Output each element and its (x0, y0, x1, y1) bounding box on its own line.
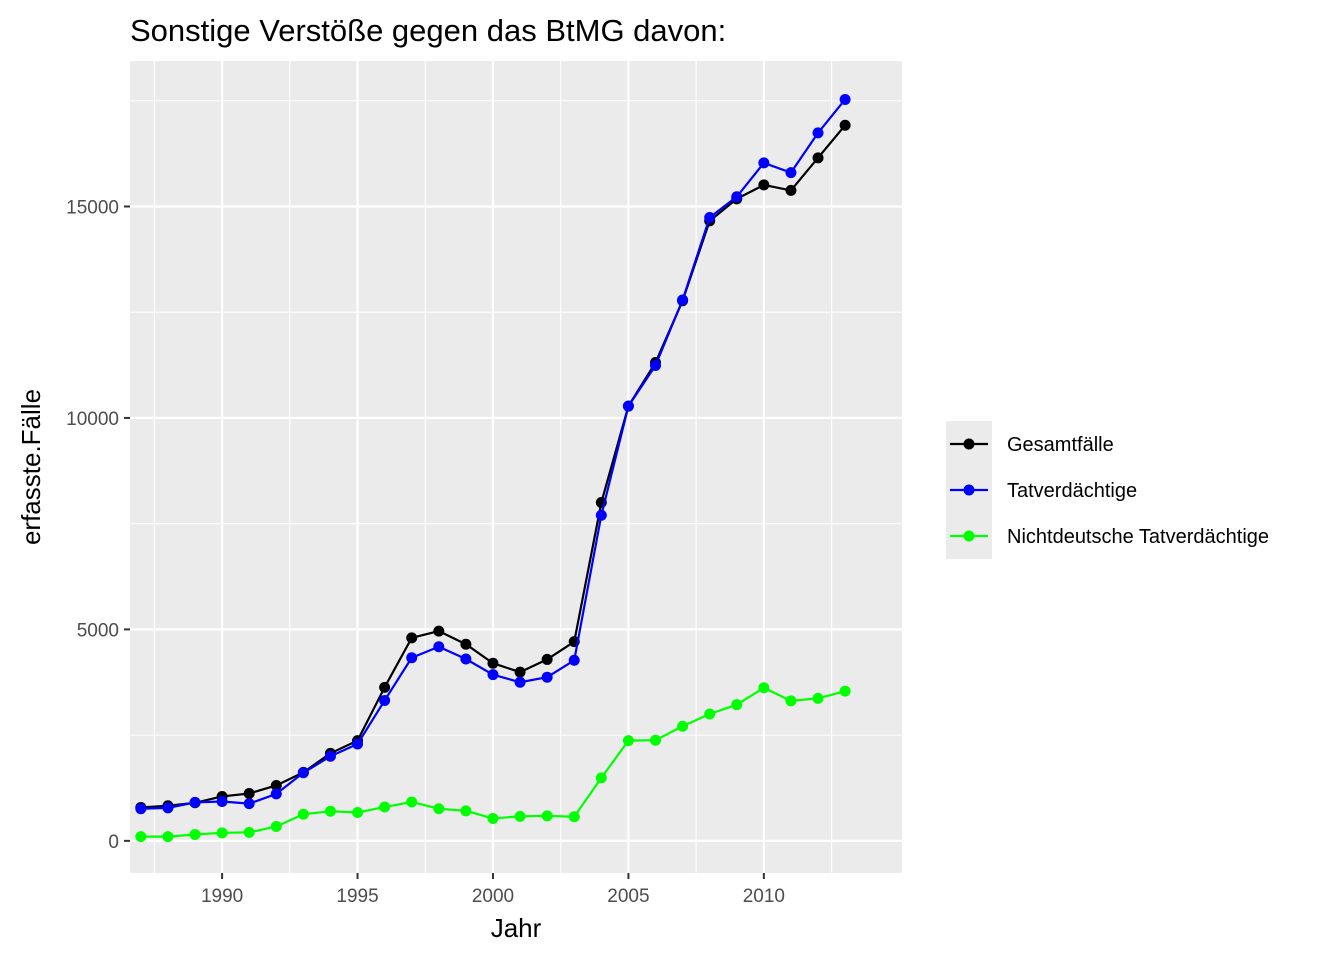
data-point (839, 93, 851, 105)
data-point (379, 694, 391, 706)
data-point (731, 699, 743, 711)
x-tick-label: 2010 (743, 886, 785, 907)
data-point (189, 796, 201, 808)
legend: Gesamtfälle Tatverdächtige Nichtdeutsche T… (946, 421, 1269, 559)
data-point (135, 803, 147, 815)
data-point (704, 211, 716, 223)
data-point (270, 779, 282, 791)
y-tick-label: 0 (108, 832, 119, 853)
y-tick-label: 15000 (66, 197, 119, 218)
data-point (541, 671, 553, 683)
x-axis-title: Jahr (491, 913, 542, 943)
data-point (758, 682, 770, 694)
data-point (568, 654, 580, 666)
data-point (785, 184, 797, 196)
data-point (812, 692, 824, 704)
data-point (514, 666, 526, 678)
data-point (189, 829, 201, 841)
data-point (162, 802, 174, 814)
data-point (433, 625, 445, 637)
data-point (595, 772, 607, 784)
data-point (514, 810, 526, 822)
legend-entry: Nichtdeutsche Tatverdächtige (1007, 526, 1269, 548)
data-point (433, 803, 445, 815)
data-point (162, 831, 174, 843)
legend-entry: Gesamtfälle (1007, 434, 1114, 456)
data-point (704, 708, 716, 720)
data-point (379, 681, 391, 693)
data-point (352, 807, 364, 819)
data-point (460, 638, 472, 650)
data-point (541, 810, 553, 822)
data-point (352, 738, 364, 750)
data-point (324, 805, 336, 817)
data-point (243, 787, 255, 799)
series-layer (135, 93, 851, 843)
data-point (758, 179, 770, 191)
legend-key (950, 530, 988, 542)
data-point (677, 720, 689, 732)
plot-panel (130, 61, 902, 873)
data-point (270, 820, 282, 832)
data-point (812, 152, 824, 164)
legend-key-point (963, 438, 975, 450)
y-axis-title: erfasste.Fälle (16, 389, 46, 545)
data-point (731, 191, 743, 203)
data-point (514, 676, 526, 688)
data-point (541, 653, 553, 665)
y-tick-label: 5000 (77, 620, 119, 641)
data-point (650, 734, 662, 746)
legend-key (950, 484, 988, 496)
data-point (379, 801, 391, 813)
data-point (487, 657, 499, 669)
data-point (487, 669, 499, 681)
data-point (487, 812, 499, 824)
data-point (216, 827, 228, 839)
series-3 (135, 682, 851, 843)
legend-key-point (963, 530, 975, 542)
data-point (839, 119, 851, 131)
data-point (460, 805, 472, 817)
data-point (785, 695, 797, 707)
data-point (406, 796, 418, 808)
x-tick-label: 1995 (336, 886, 378, 907)
axes: 1990 1995 2000 2005 2010 0 5000 10000 15000 (66, 197, 785, 907)
legend-entry: Tatverdächtige (1007, 480, 1137, 502)
data-point (243, 798, 255, 810)
data-point (650, 360, 662, 371)
data-point (812, 127, 824, 139)
data-point (406, 632, 418, 644)
data-point (297, 767, 309, 779)
data-point (785, 167, 797, 179)
data-point (622, 400, 634, 412)
data-point (324, 750, 336, 762)
x-tick-label: 2000 (472, 886, 514, 907)
legend-key (950, 438, 988, 450)
data-point (216, 796, 228, 808)
data-point (270, 788, 282, 800)
x-tick-label: 2005 (607, 886, 649, 907)
data-point (243, 826, 255, 838)
x-tick-label: 1990 (201, 886, 243, 907)
data-point (297, 808, 309, 820)
data-point (839, 685, 851, 697)
data-point (677, 294, 689, 306)
data-point (758, 157, 770, 169)
data-point (406, 652, 418, 664)
data-point (433, 641, 445, 653)
data-point (568, 811, 580, 823)
legend-key-point (963, 484, 975, 496)
data-point (595, 509, 607, 521)
data-point (622, 735, 634, 747)
chart-title: Sonstige Verstöße gegen das BtMG davon: (130, 13, 726, 48)
series-2 (135, 93, 851, 815)
y-tick-label: 10000 (66, 409, 119, 430)
data-point (135, 831, 147, 843)
data-point (460, 653, 472, 665)
